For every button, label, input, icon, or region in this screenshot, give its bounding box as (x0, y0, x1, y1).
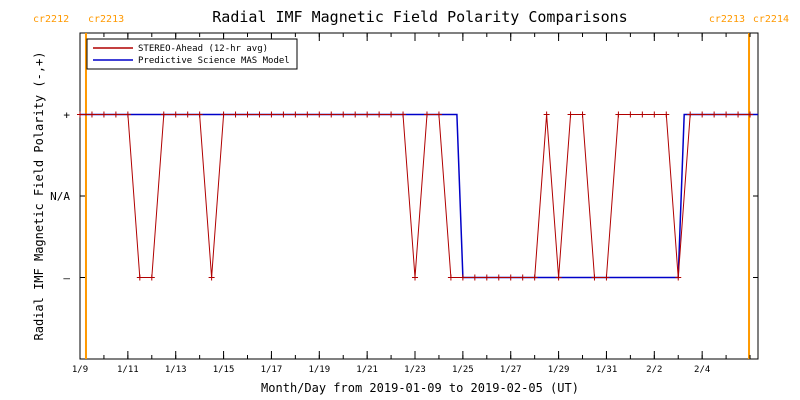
stereo-data-point (423, 111, 430, 118)
carrington-label-left-2: cr2213 (88, 14, 124, 25)
stereo-data-point (412, 274, 419, 281)
y-tick-label: N/A (50, 190, 70, 203)
stereo-data-point (280, 111, 287, 118)
stereo-data-point (172, 111, 179, 118)
stereo-data-point (196, 111, 203, 118)
carrington-label-right-2: cr2214 (753, 14, 789, 25)
stereo-data-point (388, 111, 395, 118)
stereo-data-point (364, 111, 371, 118)
carrington-label-left-1: cr2212 (33, 14, 69, 25)
stereo-data-point (627, 111, 634, 118)
stereo-data-point (483, 274, 490, 281)
stereo-data-point (675, 274, 682, 281)
stereo-data-point (591, 274, 598, 281)
stereo-data-point (603, 274, 610, 281)
stereo-data-point (723, 111, 730, 118)
legend-box (86, 38, 298, 70)
stereo-data-point (124, 111, 131, 118)
stereo-data-point (112, 111, 119, 118)
stereo-data-point (340, 111, 347, 118)
x-tick-label: 1/9 (72, 365, 88, 375)
stereo-data-point (244, 111, 251, 118)
stereo-data-point (268, 111, 275, 118)
stereo-data-point (376, 111, 383, 118)
y-axis-label: Radial IMF Magnetic Field Polarity (-,+) (32, 52, 46, 341)
stereo-data-point (136, 274, 143, 281)
stereo-data-point (639, 111, 646, 118)
stereo-data-point (352, 111, 359, 118)
x-tick-label: 1/29 (548, 365, 570, 375)
stereo-data-point (471, 274, 478, 281)
chart-title: Radial IMF Magnetic Field Polarity Compa… (212, 8, 627, 26)
stereo-data-point (232, 111, 239, 118)
stereo-data-point (148, 274, 155, 281)
x-tick-label: 2/2 (646, 365, 662, 375)
stereo-data-point (543, 111, 550, 118)
x-tick-label: 1/19 (308, 365, 330, 375)
x-tick-label: 1/23 (404, 365, 426, 375)
stereo-data-point (651, 111, 658, 118)
x-tick-label: 1/15 (213, 365, 235, 375)
y-tick-label: + (63, 109, 70, 122)
x-tick-label: 1/31 (596, 365, 618, 375)
x-tick-label: 1/11 (117, 365, 139, 375)
stereo-data-point (184, 111, 191, 118)
stereo-data-point (699, 111, 706, 118)
stereo-data-point (711, 111, 718, 118)
x-tick-label: 1/27 (500, 365, 522, 375)
stereo-data-point (220, 111, 227, 118)
stereo-data-point (615, 111, 622, 118)
stereo-data-point (328, 111, 335, 118)
x-tick-label: 2/4 (694, 365, 710, 375)
stereo-data-point (519, 274, 526, 281)
stereo-data-point (400, 111, 407, 118)
x-tick-label: 1/13 (165, 365, 187, 375)
x-axis-label: Month/Day from 2019-01-09 to 2019-02-05 … (261, 381, 579, 395)
stereo-data-point (567, 111, 574, 118)
carrington-label-right-1: cr2213 (709, 14, 745, 25)
x-tick-label: 1/17 (261, 365, 283, 375)
stereo-data-point (100, 111, 107, 118)
legend: STEREO-Ahead (12-hr avg) Predictive Scie… (86, 38, 298, 70)
stereo-data-point (579, 111, 586, 118)
stereo-data-point (435, 111, 442, 118)
stereo-data-point (555, 274, 562, 281)
stereo-data-point (88, 111, 95, 118)
stereo-data-point (507, 274, 514, 281)
stereo-data-point (160, 111, 167, 118)
stereo-data-point (316, 111, 323, 118)
x-tick-label: 1/25 (452, 365, 474, 375)
stereo-data-point (459, 274, 466, 281)
y-tick-label: – (63, 272, 70, 285)
legend-label-mas: Predictive Science MAS Model (138, 56, 290, 66)
legend-label-stereo: STEREO-Ahead (12-hr avg) (138, 44, 268, 54)
stereo-data-point (495, 274, 502, 281)
stereo-data-point (304, 111, 311, 118)
stereo-data-point (687, 111, 694, 118)
stereo-data-point (292, 111, 299, 118)
stereo-data-point (208, 274, 215, 281)
stereo-data-point (77, 111, 83, 118)
stereo-data-point (735, 111, 742, 118)
stereo-data-point (663, 111, 670, 118)
x-tick-label: 1/21 (356, 365, 378, 375)
stereo-data-point (447, 274, 454, 281)
stereo-data-point (531, 274, 538, 281)
stereo-data-point (747, 111, 754, 118)
stereo-data-point (256, 111, 263, 118)
